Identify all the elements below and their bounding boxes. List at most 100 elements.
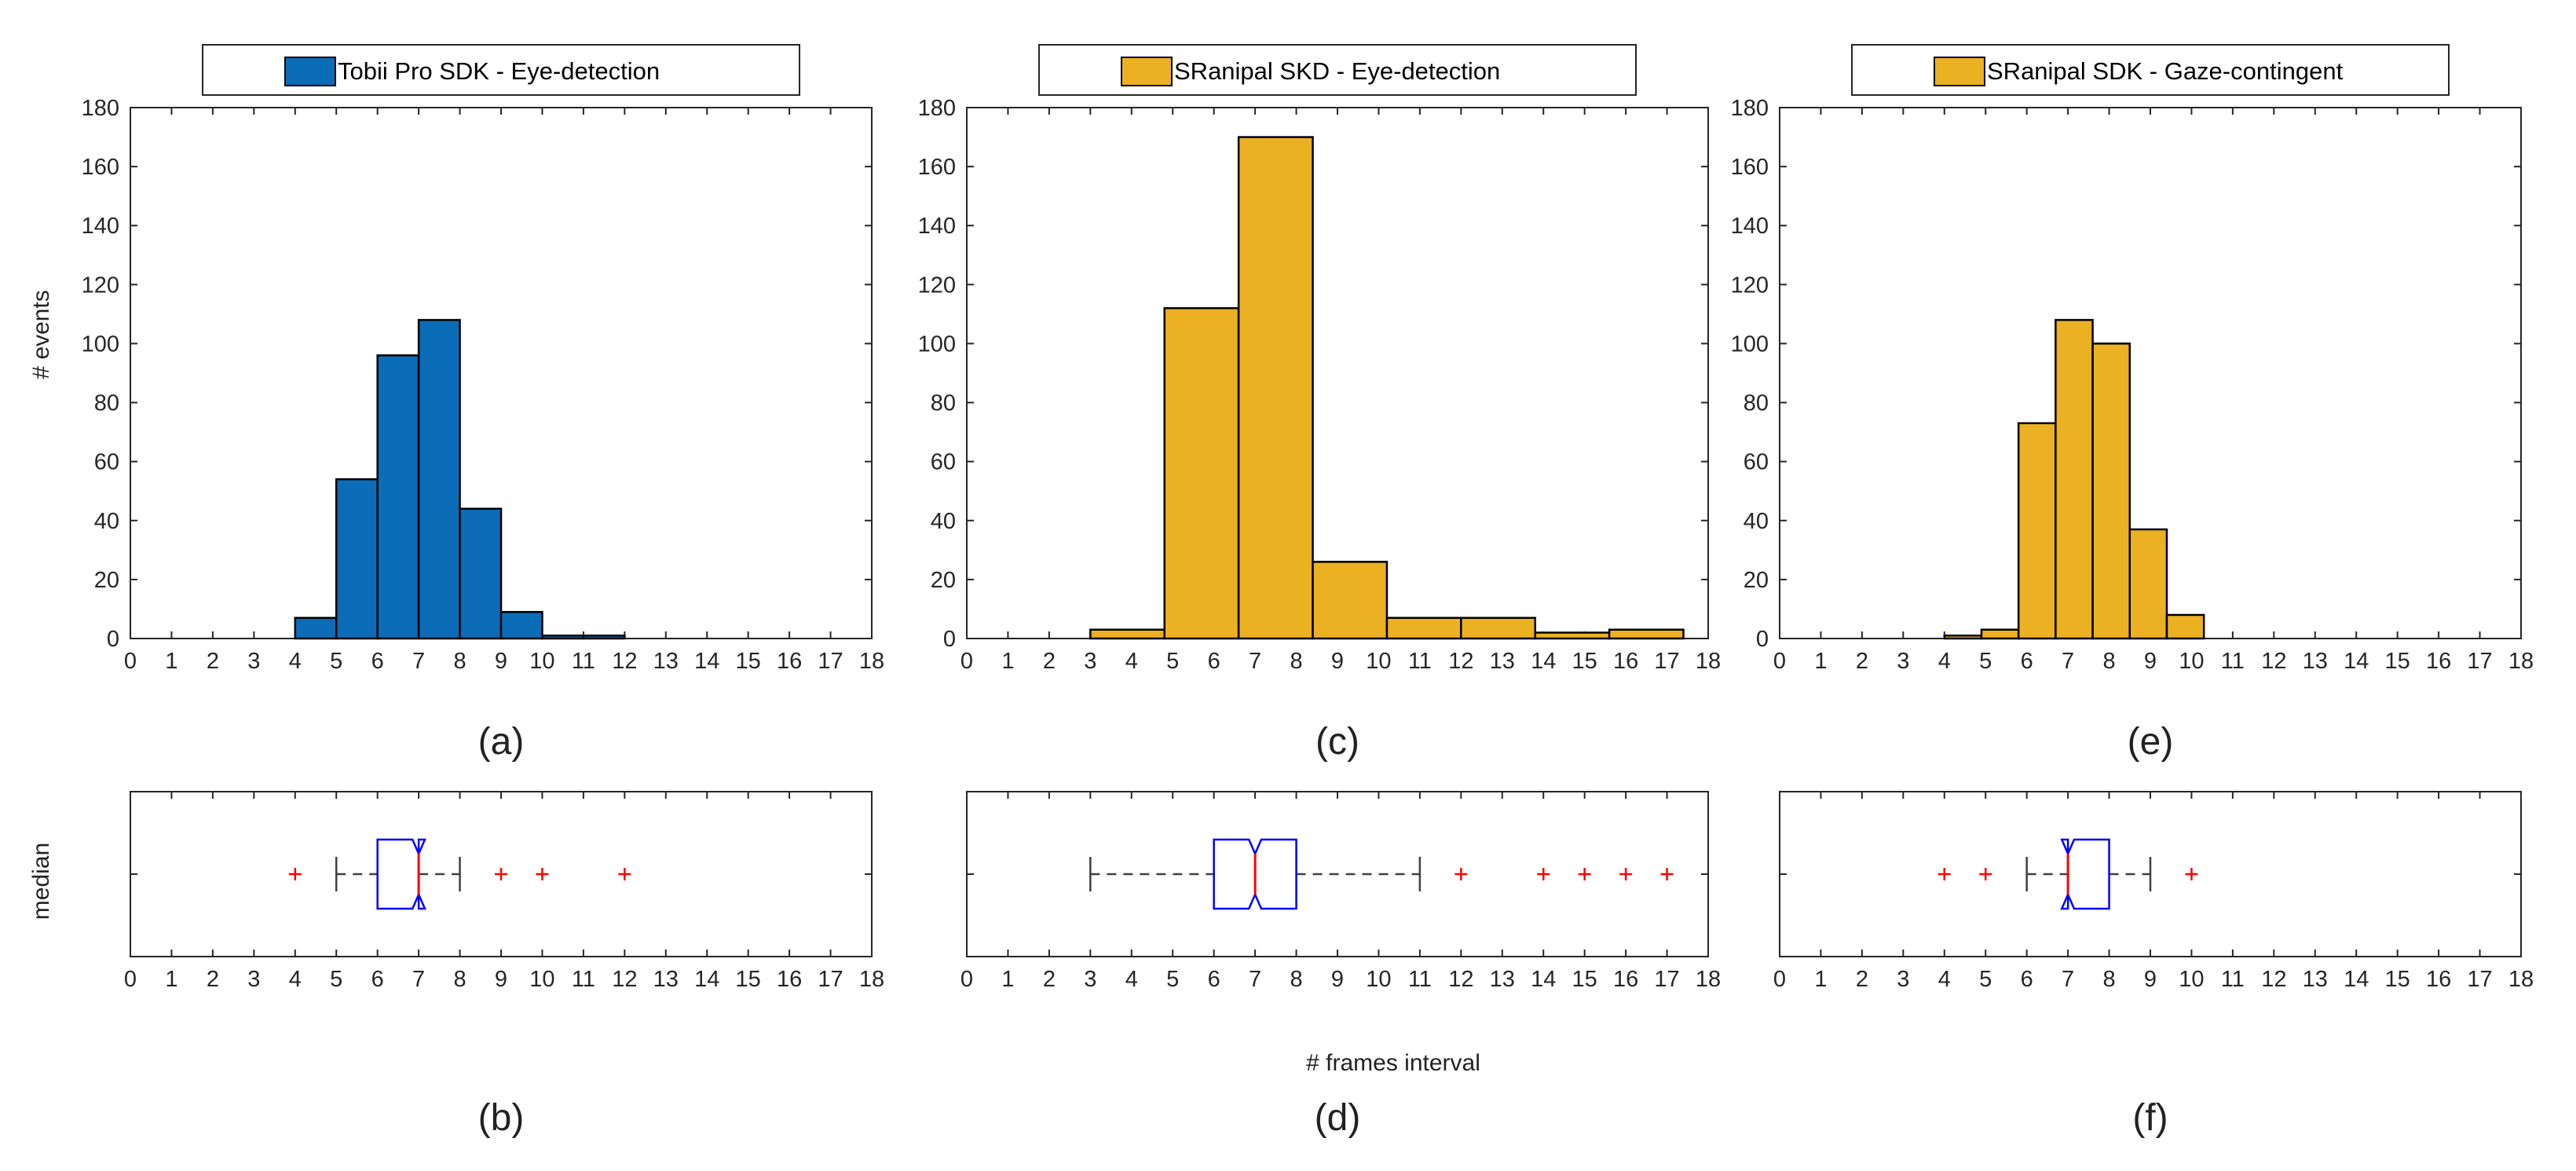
histogram-bar [1163,307,1240,640]
y-tick-label: 140 [82,214,119,239]
x-tick-label: 11 [2221,649,2245,674]
x-tick-label: 12 [612,967,637,992]
histogram-bar [2017,422,2057,640]
x-tick-label: 18 [859,967,884,992]
histogram-bar [582,634,626,640]
x-tick-label: 15 [736,967,761,992]
outlier-marker [1979,868,1992,880]
y-tick-label: 20 [931,568,956,593]
histogram-bar [335,478,379,640]
x-tick-label: 2 [1856,967,1868,992]
x-tick-label: 12 [612,649,637,674]
x-tick-label: 3 [247,967,260,992]
y-tick-label: 100 [918,331,956,357]
histogram-bar [294,617,338,640]
box-iqr [1213,838,1297,910]
x-tick-label: 6 [371,967,384,992]
x-tick-label: 7 [1249,967,1261,992]
x-tick-label: 7 [2062,967,2074,992]
y-tick-label: 60 [931,450,956,475]
x-tick-label: 2 [1043,967,1056,992]
x-tick-label: 12 [1448,649,1473,674]
y-tick-label: 140 [918,214,956,239]
x-tick-label: 4 [1125,967,1138,992]
x-tick-label: 10 [1366,967,1391,992]
chart-e: 0 1 2 3 4 5 6 7 8 9 10 11 12 13 14 15 16 17 18020406080100… [1731,44,2534,763]
histogram-bar [2128,528,2168,640]
x-tick-label: 3 [247,649,260,674]
histogram-bar [459,507,503,640]
x-tick-label: 15 [1572,967,1597,992]
x-tick-label: 16 [1613,649,1638,674]
chart-d: 0 1 2 3 4 5 6 7 8 9 10 11 12 13 14 15 16 17 18(d) [961,791,1721,1139]
x-tick-label: 18 [2508,649,2534,674]
x-tick-label: 18 [2508,967,2534,992]
hist-y-axis-label: # events [28,290,54,379]
x-tick-label: 0 [1773,649,1786,674]
chart-b: 0 1 2 3 4 5 6 7 8 9 10 11 12 13 14 15 16 17 18(b) [124,791,884,1139]
histogram-bar [1089,628,1165,640]
x-tick-label: 18 [1696,967,1721,992]
x-tick-label: 6 [371,649,384,674]
y-tick-label: 120 [82,273,119,298]
chart-f: 0 1 2 3 4 5 6 7 8 9 10 11 12 13 14 15 16 17 18(f) [1773,791,2534,1139]
histogram-bar [1237,136,1314,640]
outlier-marker [536,868,549,880]
x-tick-label: 6 [1208,649,1220,674]
x-tick-label: 5 [1979,967,1992,992]
y-tick-label: 140 [1731,214,1769,239]
x-tick-label: 1 [165,967,177,992]
y-tick-label: 160 [918,155,956,180]
x-tick-label: 11 [572,649,595,674]
x-tick-label: 6 [2021,649,2033,674]
x-tick-label: 14 [2344,649,2369,674]
x-tick-label: 2 [207,967,219,992]
box-iqr [2060,838,2110,910]
histogram-bar [541,634,585,640]
x-tick-label: 11 [1408,649,1432,674]
legend-c: SRanipal SKD - Eye-detection [1038,44,1637,96]
x-tick-label: 17 [818,649,843,674]
y-tick-label: 40 [1744,509,1769,534]
x-tick-label: 1 [1001,649,1014,674]
x-tick-label: 6 [2021,967,2033,992]
x-tick-label: 8 [453,649,466,674]
x-tick-label: 17 [818,967,843,992]
y-tick-label: 60 [94,450,119,475]
y-tick-label: 60 [1744,450,1769,475]
x-tick-label: 7 [412,967,425,992]
x-tick-label: 10 [529,967,554,992]
x-tick-label: 13 [653,649,679,674]
histogram-bar [417,319,461,640]
x-tick-label: 6 [1208,967,1220,992]
y-tick-label: 180 [82,96,119,121]
y-tick-label: 0 [1756,627,1769,652]
x-tick-label: 0 [961,967,973,992]
x-tick-label: 16 [2426,649,2451,674]
x-tick-label: 14 [694,967,719,992]
x-tick-label: 17 [1654,967,1679,992]
y-tick-label: 100 [1731,331,1769,357]
histogram-bar [1608,628,1685,640]
x-tick-label: 2 [207,649,219,674]
x-tick-label: 0 [961,649,973,674]
outlier-marker [1660,868,1674,880]
chart-c: 0 1 2 3 4 5 6 7 8 9 10 11 12 13 14 15 16 17 18020406080100… [918,44,1721,763]
chart-a: 0 1 2 3 4 5 6 7 8 9 10 11 12 13 14 15 16 17 18020406080100… [82,44,884,763]
x-tick-label: 14 [1531,649,1556,674]
x-axis-label: # frames interval [1306,1050,1480,1076]
x-tick-label: 8 [2102,649,2115,674]
x-tick-label: 5 [1979,649,1992,674]
x-tick-label: 8 [2102,967,2115,992]
x-tick-label: 11 [572,967,595,992]
outlier-marker [288,868,302,880]
panel-label: (a) [478,721,525,763]
y-tick-label: 80 [94,391,119,416]
x-tick-label: 17 [2467,967,2492,992]
x-tick-label: 13 [1490,649,1515,674]
box-iqr [376,838,426,910]
outlier-marker [1619,868,1633,880]
histogram-bar [1943,634,1983,640]
panel-label: (f) [2132,1097,2168,1139]
